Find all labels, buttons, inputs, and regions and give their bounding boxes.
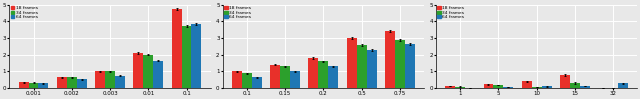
Bar: [143, 55, 153, 88]
Bar: [77, 79, 86, 88]
Bar: [455, 87, 465, 88]
Bar: [252, 77, 262, 88]
Legend: 18 frames, 34 frames, 64 frames: 18 frames, 34 frames, 64 frames: [10, 6, 38, 20]
Bar: [133, 53, 143, 88]
Bar: [532, 87, 541, 88]
Bar: [618, 83, 628, 88]
Bar: [560, 75, 570, 88]
Bar: [308, 58, 318, 88]
Bar: [115, 76, 125, 88]
Bar: [570, 83, 580, 88]
Bar: [504, 87, 513, 88]
Bar: [405, 44, 415, 88]
Bar: [356, 45, 367, 88]
Bar: [232, 71, 242, 88]
Bar: [38, 83, 49, 88]
Bar: [290, 71, 300, 88]
Bar: [153, 61, 163, 88]
Bar: [445, 86, 455, 88]
Bar: [493, 85, 504, 88]
Bar: [95, 71, 105, 88]
Bar: [19, 82, 29, 88]
Bar: [328, 66, 339, 88]
Legend: 18 frames, 34 frames, 64 frames: 18 frames, 34 frames, 64 frames: [224, 6, 252, 20]
Bar: [67, 77, 77, 88]
Bar: [29, 83, 38, 88]
Bar: [191, 24, 202, 88]
Bar: [367, 50, 376, 88]
Bar: [347, 38, 356, 88]
Bar: [580, 86, 590, 88]
Bar: [57, 77, 67, 88]
Legend: 18 frames, 34 frames, 64 frames: 18 frames, 34 frames, 64 frames: [437, 6, 465, 20]
Bar: [242, 73, 252, 88]
Bar: [105, 71, 115, 88]
Bar: [182, 26, 191, 88]
Bar: [522, 81, 532, 88]
Bar: [541, 86, 552, 88]
Bar: [385, 31, 395, 88]
Bar: [395, 40, 405, 88]
Bar: [270, 65, 280, 88]
Bar: [172, 9, 182, 88]
Bar: [318, 61, 328, 88]
Bar: [484, 84, 493, 88]
Bar: [280, 66, 290, 88]
